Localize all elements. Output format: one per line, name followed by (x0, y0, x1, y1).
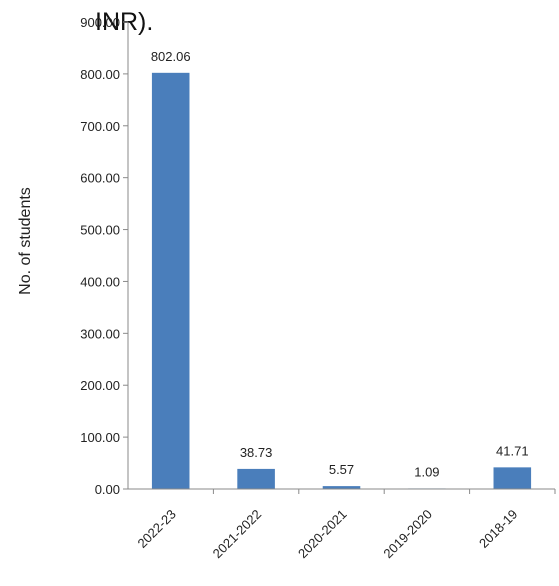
bar (493, 467, 532, 489)
bar (151, 72, 190, 489)
data-label: 41.71 (496, 443, 529, 458)
y-tick-label: 300.00 (80, 326, 120, 341)
data-labels: 802.06 38.73 5.57 1.09 41.71 (151, 49, 529, 480)
y-tick-label: 700.00 (80, 119, 120, 134)
x-tick-label: 2018-19 (476, 507, 520, 551)
data-label: 5.57 (329, 462, 354, 477)
bar (322, 486, 361, 489)
y-tick-label: 900.00 (80, 15, 120, 30)
y-tick-label: 500.00 (80, 223, 120, 238)
y-tick-label: 100.00 (80, 430, 120, 445)
y-tick-label: 600.00 (80, 171, 120, 186)
data-label: 38.73 (240, 445, 273, 460)
bars (151, 72, 532, 490)
data-label: 1.09 (414, 464, 439, 479)
data-label: 802.06 (151, 49, 191, 64)
x-tick-label: 2020-2021 (295, 507, 350, 562)
x-tick-label: 2022-23 (134, 507, 178, 551)
x-tick-label: 2021-2022 (210, 507, 265, 562)
y-tick-label: 0.00 (95, 482, 120, 497)
x-axis-ticks: 2022-23 2021-2022 2020-2021 2019-2020 2018-1… (134, 489, 556, 562)
y-axis-title: No. of students (17, 187, 34, 295)
y-tick-label: 200.00 (80, 378, 120, 393)
x-tick-label: 2019-2020 (380, 507, 435, 562)
y-axis-ticks: 0.00 100.00 200.00 300.00 400.00 500.00 600.00… (80, 15, 128, 497)
y-tick-label: 800.00 (80, 67, 120, 82)
y-tick-label: 400.00 (80, 274, 120, 289)
bar (237, 468, 275, 489)
